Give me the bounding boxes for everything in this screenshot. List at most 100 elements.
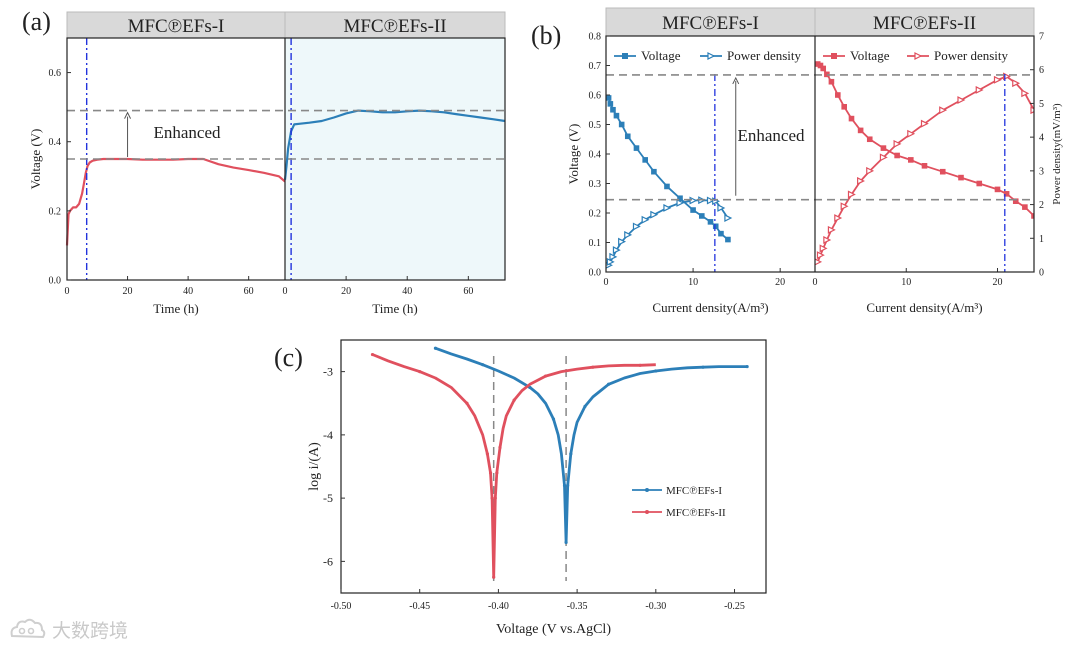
voltage-point-b1: [610, 106, 616, 113]
series-a1-line: [65, 157, 286, 246]
y-tick-label-b: 0.7: [589, 61, 602, 72]
point-c1: [654, 369, 658, 373]
chart-c: -0.50 -0.45 -0.40 -0.35 -0.30 -0.25 -3 -4 -5 -6 Vo…: [307, 339, 767, 637]
point-c2: [465, 401, 469, 405]
y-tick-label-b: 0.8: [589, 32, 602, 43]
power-point-b2: [866, 166, 875, 175]
x-tick-label-a2: 0: [283, 286, 288, 297]
power-point-b1: [717, 203, 726, 212]
x-tick-label-b2: 10: [901, 277, 911, 288]
series-group-b1: [606, 95, 733, 269]
voltage-point-b2: [835, 92, 841, 98]
y-tick-label-b: 0.0: [589, 268, 602, 279]
y-tick-label-b: 0.3: [589, 179, 602, 190]
power-point-b1: [609, 252, 618, 261]
legend-voltage-label-b1: Voltage: [641, 48, 681, 63]
y-axis-label-c: log i/(A): [307, 442, 322, 491]
power-point-b2: [957, 96, 966, 105]
y-right-axis-label-b: Power density(mV/m³): [1051, 103, 1063, 205]
power-point-b2: [815, 258, 823, 266]
voltage-point-b1: [707, 219, 714, 225]
y-tick-label-a: 0.0: [49, 276, 62, 287]
legend-power-marker-b1: [707, 52, 716, 60]
power-point-b1: [650, 210, 659, 219]
voltage-point-b1: [651, 168, 657, 175]
power-point-b1: [612, 246, 621, 255]
voltage-point-b2: [1031, 213, 1034, 219]
voltage-point-b1: [613, 112, 620, 119]
y-right-tick-label-b: 3: [1039, 166, 1044, 177]
point-c2: [498, 445, 502, 450]
point-c1: [433, 346, 438, 350]
power-point-b1: [632, 222, 641, 231]
voltage-point-b2: [921, 163, 928, 169]
voltage-point-b2: [1003, 191, 1010, 197]
y-axis-label-a: Voltage (V): [28, 129, 43, 190]
power-point-b2: [827, 225, 836, 234]
x-tick-label-b2: 0: [813, 277, 818, 288]
voltage-point-b2: [1022, 204, 1028, 210]
series-b1-voltage-line: [607, 97, 729, 241]
series-c2-line: [371, 353, 656, 579]
power-point-b2: [939, 106, 948, 115]
x-tick-label-c: -0.50: [331, 601, 352, 612]
watermark: 大数跨境: [10, 618, 128, 642]
voltage-point-b2: [828, 78, 835, 85]
voltage-point-b1: [607, 101, 614, 107]
frame-a: [66, 37, 506, 281]
voltage-point-b2: [857, 127, 864, 134]
voltage-point-b1: [690, 207, 696, 213]
x-axis-label-c: Voltage (V vs.AgCl): [496, 622, 611, 637]
y-axis-label-b: Voltage (V): [566, 124, 581, 185]
x-tick-label-a2: 40: [402, 286, 412, 297]
voltage-point-b1: [618, 121, 625, 128]
x-tick-label-b1: 20: [775, 277, 785, 288]
point-c2: [591, 365, 595, 369]
voltage-point-b2: [958, 174, 964, 181]
power-point-b2: [1021, 89, 1030, 98]
x-tick-label-a1: 0: [65, 286, 70, 297]
strip-label-a1: MFC℗EFs-I: [128, 16, 225, 37]
power-point-b2: [1012, 79, 1021, 88]
power-point-b1: [676, 198, 685, 207]
y-right-tick-label-b: 7: [1039, 32, 1044, 43]
point-c1: [564, 540, 568, 545]
voltage-point-b2: [994, 186, 1001, 193]
strip-a1: [66, 11, 286, 39]
strip-label-a2: MFC℗EFs-II: [343, 16, 446, 37]
x-axis-label-a1: Time (h): [153, 301, 198, 316]
point-c1: [606, 382, 611, 386]
strip-label-b1: MFC℗EFs-I: [662, 13, 759, 34]
y-tick-label-b: 0.4: [589, 150, 602, 161]
y-right-tick-label-b: 5: [1039, 99, 1044, 110]
voltage-point-b2: [894, 152, 900, 159]
point-c2: [490, 496, 494, 500]
power-point-b2: [879, 153, 888, 162]
x-tick-label-a2: 60: [463, 286, 473, 297]
point-c1: [566, 483, 570, 488]
voltage-point-b2: [817, 62, 824, 69]
power-point-b2: [975, 85, 984, 94]
voltage-point-b2: [1012, 198, 1019, 204]
y-tick-label-c: -6: [323, 554, 333, 568]
x-tick-label-b1: 10: [688, 277, 698, 288]
power-point-b2: [847, 190, 856, 199]
power-point-b2: [823, 236, 832, 244]
y-right-tick-label-b: 2: [1039, 200, 1044, 211]
x-tick-label-c: -0.30: [645, 601, 666, 612]
x-tick-label-a1: 60: [244, 286, 254, 297]
y-tick-label-b: 0.2: [589, 209, 602, 220]
power-point-b1: [606, 257, 615, 266]
power-point-b2: [893, 139, 902, 148]
power-point-b1: [618, 237, 627, 246]
y-tick-label-b: 0.6: [589, 91, 602, 102]
y-tick-label-b: 0.5: [589, 120, 602, 131]
power-point-b2: [816, 251, 825, 260]
legend-power-label-b2: Power density: [934, 48, 1009, 63]
x-tick-label-c: -0.45: [409, 601, 430, 612]
voltage-point-b1: [633, 145, 640, 151]
point-c2: [418, 370, 422, 374]
legend-voltage-marker-b2: [831, 53, 837, 59]
point-c1: [481, 363, 485, 367]
voltage-point-b1: [606, 95, 612, 101]
